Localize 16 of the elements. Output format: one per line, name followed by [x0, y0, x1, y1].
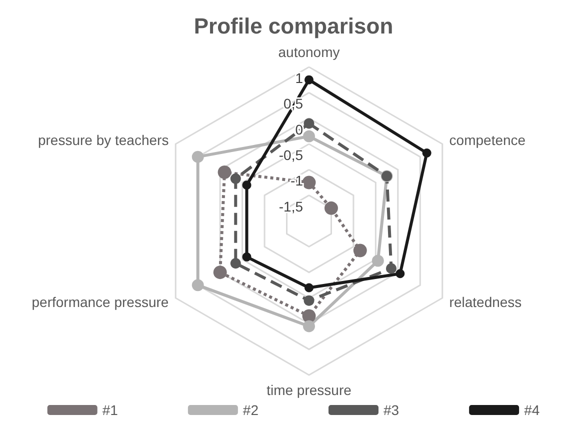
spoke-label: pressure by teachers	[38, 132, 169, 148]
y-tick-label: 0	[295, 121, 304, 138]
y-tick-label: -1	[290, 172, 304, 189]
spoke-label: performance pressure	[32, 294, 169, 310]
y-tick-label: 1	[295, 70, 304, 86]
chart-title: Profile comparison	[194, 14, 394, 38]
y-tick-label: -1,5	[278, 198, 304, 214]
legend-label: #2	[242, 402, 259, 418]
legend-label: #4	[524, 402, 540, 418]
spoke-label: relatedness	[449, 294, 522, 310]
y-tick-label: -0,5	[278, 147, 304, 163]
legend-label: #1	[102, 402, 118, 418]
spoke-label: time pressure	[266, 382, 352, 398]
legend-label: #3	[384, 402, 400, 418]
spoke-label: competence	[449, 132, 526, 148]
spoke-label: autonomy	[278, 44, 340, 60]
